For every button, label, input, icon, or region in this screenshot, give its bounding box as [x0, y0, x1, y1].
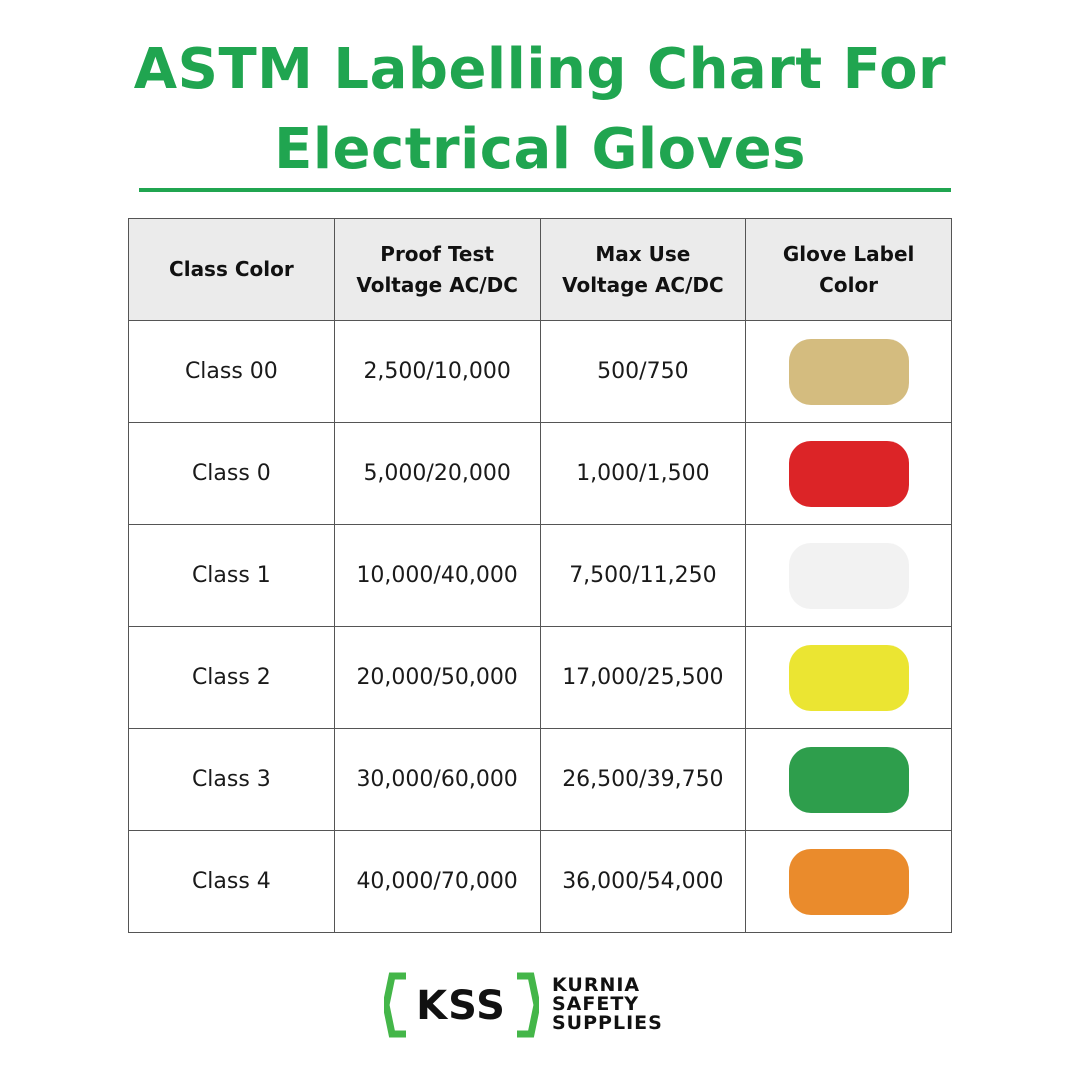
- max-use-voltage-cell: 26,500/39,750: [539, 728, 747, 831]
- max-use-voltage-cell: 1,000/1,500: [539, 422, 747, 525]
- svg-text:KSS: KSS: [416, 983, 506, 1029]
- table-row: Class 0 5,000/20,000 1,000/1,500: [128, 422, 952, 525]
- proof-test-voltage-cell: 10,000/40,000: [333, 524, 541, 627]
- page-title: ASTM Labelling Chart For Electrical Glov…: [0, 30, 1080, 190]
- title-line-1: ASTM Labelling Chart For: [133, 37, 947, 102]
- max-use-voltage-cell: 7,500/11,250: [539, 524, 747, 627]
- label-color-swatch: [788, 848, 909, 915]
- glove-label-color-cell: [745, 626, 952, 729]
- proof-test-voltage-cell: 5,000/20,000: [333, 422, 541, 525]
- table-row: Class 3 30,000/60,000 26,500/39,750: [128, 728, 952, 831]
- table-row: Class 00 2,500/10,000 500/750: [128, 320, 952, 423]
- glove-label-color-cell: [745, 830, 952, 933]
- proof-test-voltage-cell: 20,000/50,000: [333, 626, 541, 729]
- logo-line-3: SUPPLIES: [552, 1012, 663, 1034]
- proof-test-voltage-cell: 40,000/70,000: [333, 830, 541, 933]
- proof-test-voltage-cell: 2,500/10,000: [333, 320, 541, 423]
- header-proof-test-voltage: Proof Test Voltage AC/DC: [333, 218, 541, 321]
- kss-logo-wordmark: KURNIA SAFETY SUPPLIES: [552, 976, 663, 1033]
- class-cell: Class 1: [128, 524, 335, 627]
- table-row: Class 2 20,000/50,000 17,000/25,500: [128, 626, 952, 729]
- glove-class-table: Class Color Proof Test Voltage AC/DC Max …: [128, 218, 952, 933]
- table-row: Class 4 40,000/70,000 36,000/54,000: [128, 830, 952, 933]
- label-color-swatch: [788, 644, 909, 711]
- header-class-color: Class Color: [128, 218, 335, 321]
- label-color-swatch: [788, 542, 909, 609]
- label-color-swatch: [788, 746, 909, 813]
- glove-label-color-cell: [745, 320, 952, 423]
- header-glove-label-color: Glove Label Color: [745, 218, 952, 321]
- label-color-swatch: [788, 338, 909, 405]
- logo-line-2: SAFETY: [552, 993, 640, 1015]
- title-underline: [139, 188, 951, 192]
- glove-label-color-cell: [745, 524, 952, 627]
- table-header-row: Class Color Proof Test Voltage AC/DC Max …: [128, 218, 952, 321]
- kss-logo: KSS KURNIA SAFETY SUPPLIES: [384, 970, 714, 1040]
- max-use-voltage-cell: 500/750: [539, 320, 747, 423]
- header-max-use-voltage: Max Use Voltage AC/DC: [539, 218, 747, 321]
- class-cell: Class 0: [128, 422, 335, 525]
- class-cell: Class 4: [128, 830, 335, 933]
- max-use-voltage-cell: 36,000/54,000: [539, 830, 747, 933]
- title-line-2: Electrical Gloves: [274, 117, 806, 182]
- table-row: Class 1 10,000/40,000 7,500/11,250: [128, 524, 952, 627]
- glove-label-color-cell: [745, 728, 952, 831]
- class-cell: Class 2: [128, 626, 335, 729]
- class-cell: Class 00: [128, 320, 335, 423]
- kss-logo-mark-icon: KSS: [384, 972, 539, 1038]
- logo-line-1: KURNIA: [552, 974, 641, 996]
- proof-test-voltage-cell: 30,000/60,000: [333, 728, 541, 831]
- label-color-swatch: [788, 440, 909, 507]
- class-cell: Class 3: [128, 728, 335, 831]
- glove-label-color-cell: [745, 422, 952, 525]
- max-use-voltage-cell: 17,000/25,500: [539, 626, 747, 729]
